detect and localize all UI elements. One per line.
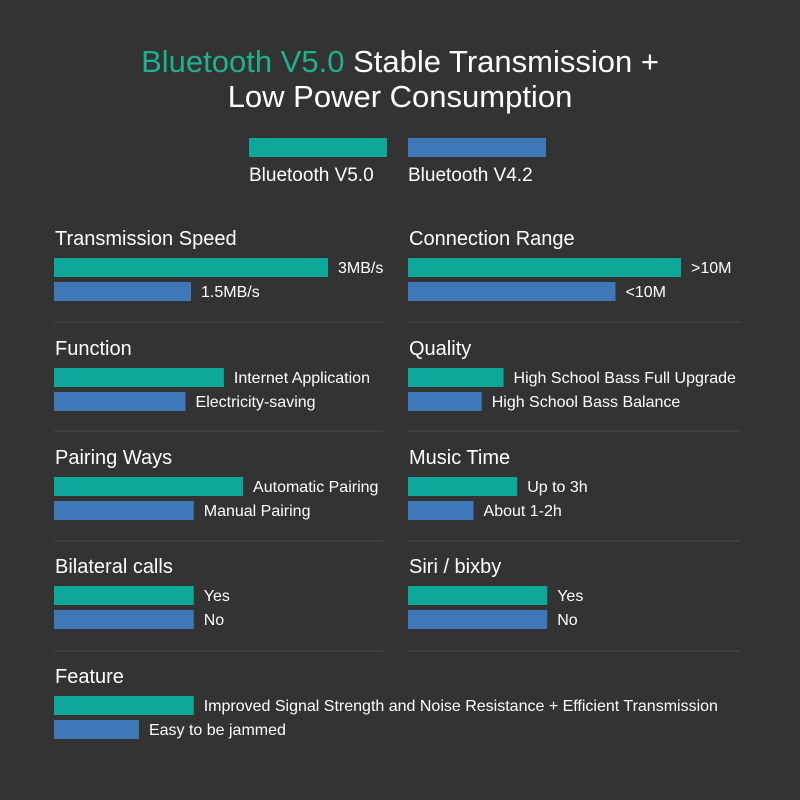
bar-label-v50: High School Bass Full Upgrade — [514, 370, 736, 387]
bar-label-v42: Easy to be jammed — [149, 722, 286, 739]
bar-v50 — [408, 477, 518, 496]
bar-label-v42: About 1-2h — [484, 503, 562, 520]
panel-function: Function Internet Application Electricity-… — [54, 338, 370, 411]
bar-v50 — [54, 477, 244, 496]
legend-label: Bluetooth V5.0 — [249, 165, 374, 186]
bar-v50 — [54, 368, 224, 387]
page-title-line1: Bluetooth V5.0 Stable Transmission + — [0, 44, 800, 80]
panel-quality: Quality High School Bass Full Upgrade High… — [408, 338, 736, 411]
legend-item-bluetooth-v5-0: Bluetooth V5.0 — [249, 138, 387, 186]
bar-v42 — [54, 501, 194, 520]
panel-music-time: Music Time Up to 3h About 1-2h — [408, 447, 588, 520]
chart-panels: Transmission Speed 3MB/s 1.5MB/s Connection… — [54, 228, 736, 739]
bar-v42 — [408, 501, 474, 520]
legend-swatch — [249, 138, 387, 157]
panel-title: Transmission Speed — [55, 228, 237, 250]
panel-title: Bilateral calls — [55, 556, 173, 578]
panel-title: Pairing Ways — [55, 447, 172, 469]
panel-title: Siri / bixby — [409, 556, 501, 578]
bar-v42 — [54, 282, 191, 301]
panel-feature: Feature Improved Signal Strength and Nois… — [54, 666, 718, 739]
bar-v42 — [54, 720, 139, 739]
bar-v50 — [408, 586, 548, 605]
bar-v50 — [408, 368, 504, 387]
bar-v50 — [54, 586, 194, 605]
panel-siri-bixby: Siri / bixby Yes No — [408, 556, 583, 629]
bar-label-v42: Electricity-saving — [196, 394, 316, 411]
panel-title: Function — [55, 338, 132, 360]
legend: Bluetooth V5.0 Bluetooth V4.2 — [249, 138, 546, 186]
panel-title: Connection Range — [409, 228, 575, 250]
bar-label-v42: <10M — [625, 284, 665, 301]
bar-label-v42: No — [204, 612, 225, 629]
bar-label-v50: Yes — [204, 588, 230, 605]
panel-bilateral-calls: Bilateral calls Yes No — [54, 556, 230, 629]
bar-label-v50: Improved Signal Strength and Noise Resis… — [204, 698, 718, 715]
title-accent: Bluetooth V5.0 — [141, 44, 345, 79]
bar-label-v50: Internet Application — [234, 370, 370, 387]
title-rest: Stable Transmission + — [344, 44, 659, 79]
bar-label-v42: 1.5MB/s — [201, 284, 260, 301]
bar-v50 — [54, 696, 194, 715]
panel-transmission-speed: Transmission Speed 3MB/s 1.5MB/s — [54, 228, 383, 301]
bar-label-v50: >10M — [691, 260, 731, 277]
bar-label-v50: 3MB/s — [338, 260, 383, 277]
bar-label-v50: Automatic Pairing — [253, 479, 378, 496]
bar-label-v42: No — [557, 612, 578, 629]
bar-label-v50: Yes — [557, 588, 583, 605]
page-title-line2: Low Power Consumption — [227, 79, 573, 114]
panel-pairing-ways: Pairing Ways Automatic Pairing Manual Pair… — [54, 447, 378, 520]
bar-label-v50: Up to 3h — [527, 479, 587, 496]
panel-title: Music Time — [409, 447, 510, 469]
bar-label-v42: High School Bass Balance — [492, 394, 681, 411]
panel-title: Quality — [409, 338, 471, 360]
bar-v42 — [408, 610, 548, 629]
bar-v42 — [54, 392, 186, 411]
panel-connection-range: Connection Range >10M <10M — [408, 228, 731, 301]
bar-v42 — [408, 282, 616, 301]
legend-label: Bluetooth V4.2 — [408, 165, 533, 186]
bar-v50 — [408, 258, 681, 277]
dividers — [54, 321, 740, 652]
legend-item-bluetooth-v4-2: Bluetooth V4.2 — [408, 138, 546, 186]
bar-v50 — [54, 258, 328, 277]
legend-swatch — [408, 138, 546, 157]
bar-v42 — [54, 610, 194, 629]
panel-title: Feature — [55, 666, 124, 688]
bar-label-v42: Manual Pairing — [204, 503, 311, 520]
bar-v42 — [408, 392, 482, 411]
